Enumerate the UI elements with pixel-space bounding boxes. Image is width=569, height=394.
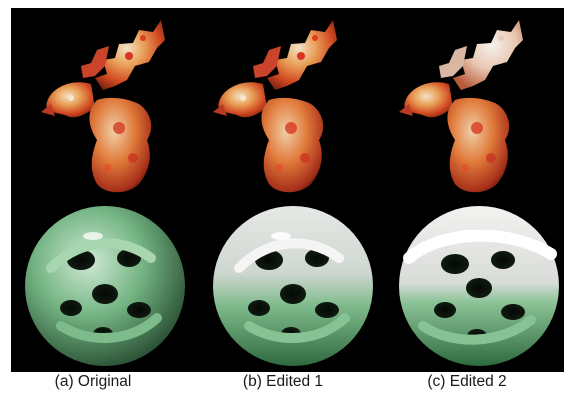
caption-original: (a) Original <box>54 373 132 390</box>
knot-original-render <box>25 206 185 366</box>
render-panel <box>11 8 564 372</box>
render-figure <box>25 20 559 366</box>
knot-edited-2-render <box>399 206 559 366</box>
dragon-edited-1-render <box>213 20 337 193</box>
dragon-edited-2-render <box>399 20 523 193</box>
caption-edited-2: (c) Edited 2 <box>427 373 507 390</box>
dragon-original-render <box>41 20 165 193</box>
caption-edited-1: (b) Edited 1 <box>242 373 324 390</box>
caption-row: (a) Original (b) Edited 1 (c) Edited 2 <box>0 372 569 394</box>
knot-edited-1-render <box>213 206 373 366</box>
